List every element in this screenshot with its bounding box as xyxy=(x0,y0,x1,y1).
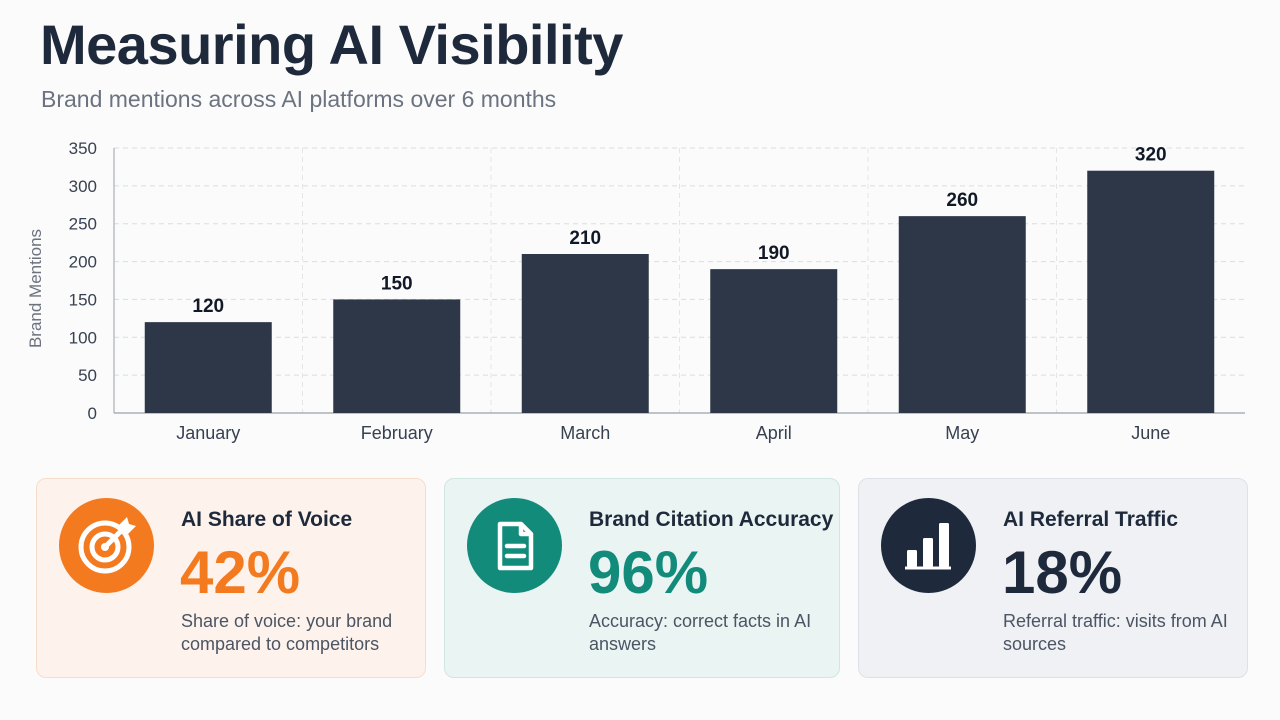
target-icon xyxy=(78,517,136,574)
bar-february xyxy=(333,299,461,413)
data-label: 210 xyxy=(569,228,601,249)
page-subtitle: Brand mentions across AI platforms over … xyxy=(41,86,557,112)
referral-traffic-card: AI Referral Traffic 18% Referral traffic… xyxy=(858,478,1248,678)
y-tick-label: 300 xyxy=(69,177,97,196)
share-of-voice-card: AI Share of Voice 42% Share of voice: yo… xyxy=(36,478,426,678)
citation-accuracy-card: Brand Citation Accuracy 96% Accuracy: co… xyxy=(444,478,840,678)
card-value: 18% xyxy=(1002,539,1123,606)
card-description: Share of voice: your brand compared to c… xyxy=(181,611,393,654)
y-tick-label: 50 xyxy=(78,366,97,385)
y-tick-label: 100 xyxy=(69,328,97,347)
data-label: 150 xyxy=(381,273,413,294)
data-label: 120 xyxy=(192,296,224,317)
bar-january xyxy=(144,322,272,413)
card-description: Referral traffic: visits from AI sources xyxy=(1003,611,1228,654)
bar-june xyxy=(1087,170,1215,413)
y-tick-label: 0 xyxy=(88,404,97,423)
x-tick-label: June xyxy=(1131,423,1170,443)
bar-may xyxy=(898,216,1026,413)
card-title: AI Referral Traffic xyxy=(1003,508,1179,531)
data-label: 190 xyxy=(758,243,790,264)
document-icon xyxy=(497,521,534,571)
data-label: 260 xyxy=(946,190,978,211)
x-tick-label: January xyxy=(176,423,240,443)
y-tick-label: 350 xyxy=(69,139,97,158)
card-title: Brand Citation Accuracy xyxy=(589,508,834,531)
y-tick-label: 250 xyxy=(69,215,97,234)
card-value: 96% xyxy=(588,539,709,606)
x-tick-label: May xyxy=(945,423,979,443)
page-title: Measuring AI Visibility xyxy=(40,13,623,76)
card-icon-circle xyxy=(881,498,976,593)
data-label: 320 xyxy=(1135,145,1167,166)
card-description: Accuracy: correct facts in AI answers xyxy=(589,611,812,654)
x-tick-label: April xyxy=(756,423,792,443)
card-icon-circle xyxy=(59,498,154,593)
y-axis-label: Brand Mentions xyxy=(26,229,45,348)
y-tick-label: 150 xyxy=(69,290,97,309)
card-title: AI Share of Voice xyxy=(181,508,353,531)
bar-april xyxy=(710,269,838,413)
y-tick-label: 200 xyxy=(69,253,97,272)
card-icon-circle xyxy=(467,498,562,593)
x-tick-label: March xyxy=(560,423,610,443)
bar-chart: 0 50 100 150 200 250 300 350 120 January 150 Februa… xyxy=(26,139,1245,443)
x-tick-label: February xyxy=(361,423,433,443)
card-value: 42% xyxy=(180,539,301,606)
bar-chart-icon xyxy=(905,523,951,570)
bar-march xyxy=(521,254,649,413)
